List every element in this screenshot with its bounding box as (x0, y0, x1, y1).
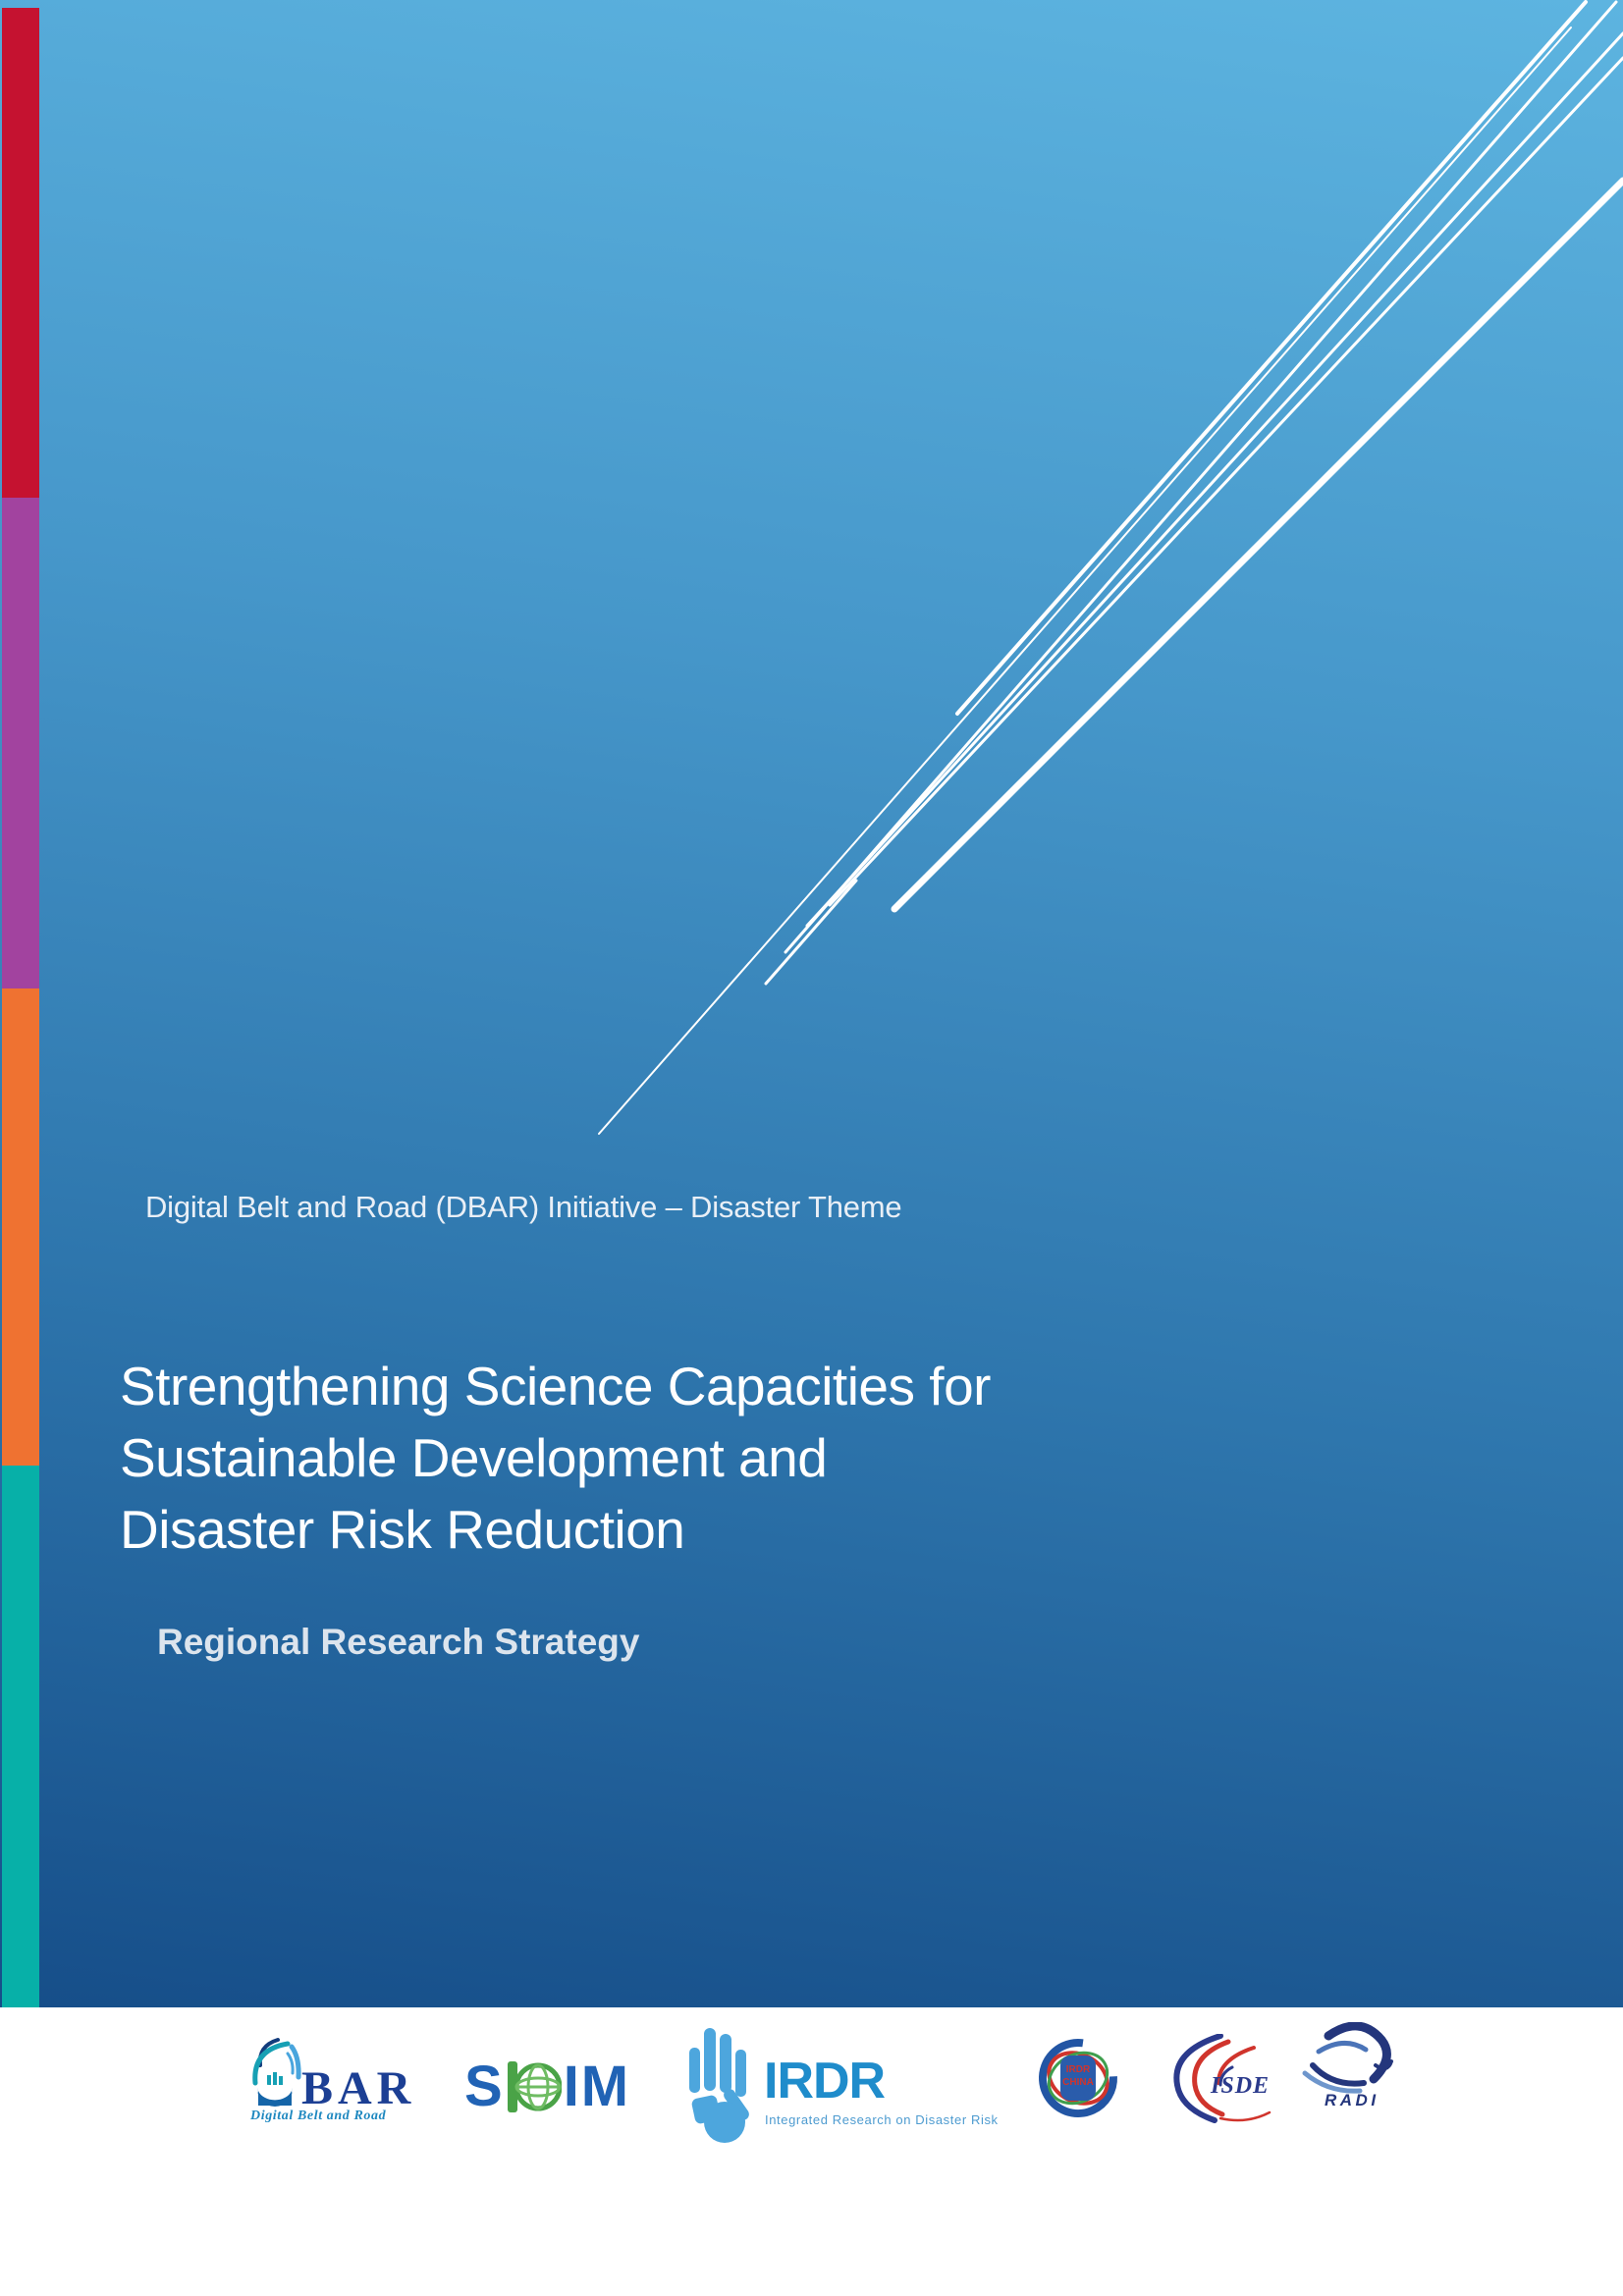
left-color-stripe (2, 8, 39, 2007)
document-title: Strengthening Science Capacities for Sus… (120, 1351, 991, 1566)
irdr-china-text-line2: CHINA (1062, 2077, 1094, 2088)
logo-footer-band: BAR Digital Belt and Road S D IM (0, 2007, 1623, 2296)
irdr-tagline: Integrated Research on Disaster Risk (765, 2112, 999, 2127)
title-line-3: Disaster Risk Reduction (120, 1499, 685, 1560)
irdr-hand-icon (689, 2028, 749, 2143)
irdr-logo: IRDR Integrated Research on Disaster Ris… (687, 2022, 1011, 2179)
irdr-china-emblem: IRDR CHINA (1037, 2037, 1119, 2119)
irdr-china-text-line1: IRDR (1066, 2064, 1091, 2075)
sdim-letter-s: S (464, 2055, 505, 2118)
sdim-globe-d-icon: D (507, 2058, 563, 2115)
stripe-segment-orange (2, 988, 39, 1466)
document-kicker: Digital Belt and Road (DBAR) Initiative … (145, 1190, 902, 1224)
dbar-logo: BAR Digital Belt and Road (250, 2034, 427, 2127)
irdr-wordmark: IRDR (764, 2053, 886, 2109)
title-line-2: Sustainable Development and (120, 1427, 828, 1488)
radi-logo: RADI (1299, 2021, 1407, 2115)
stripe-segment-red (2, 8, 39, 498)
title-line-1: Strengthening Science Capacities for (120, 1356, 991, 1416)
dbar-wordmark: BAR (301, 2062, 416, 2114)
stripe-segment-purple (2, 498, 39, 988)
radi-wordmark: RADI (1325, 2091, 1380, 2109)
isde-logo: ISDE (1163, 2033, 1281, 2127)
stripe-segment-teal (2, 1466, 39, 2007)
dbar-tagline: Digital Belt and Road (250, 2109, 387, 2123)
radi-globe-swirl-icon (1302, 2021, 1393, 2094)
diagonal-lines-decoration (0, 0, 1623, 2007)
isde-wordmark: ISDE (1211, 2073, 1271, 2099)
dbar-emblem-icon (252, 2038, 301, 2107)
cover-background (0, 0, 1623, 2007)
document-subtitle: Regional Research Strategy (157, 1622, 640, 1662)
sdim-logo: S D IM (464, 2058, 630, 2127)
sdim-letters-im: IM (563, 2055, 631, 2118)
isde-globe-arcs-icon (1173, 2033, 1271, 2123)
